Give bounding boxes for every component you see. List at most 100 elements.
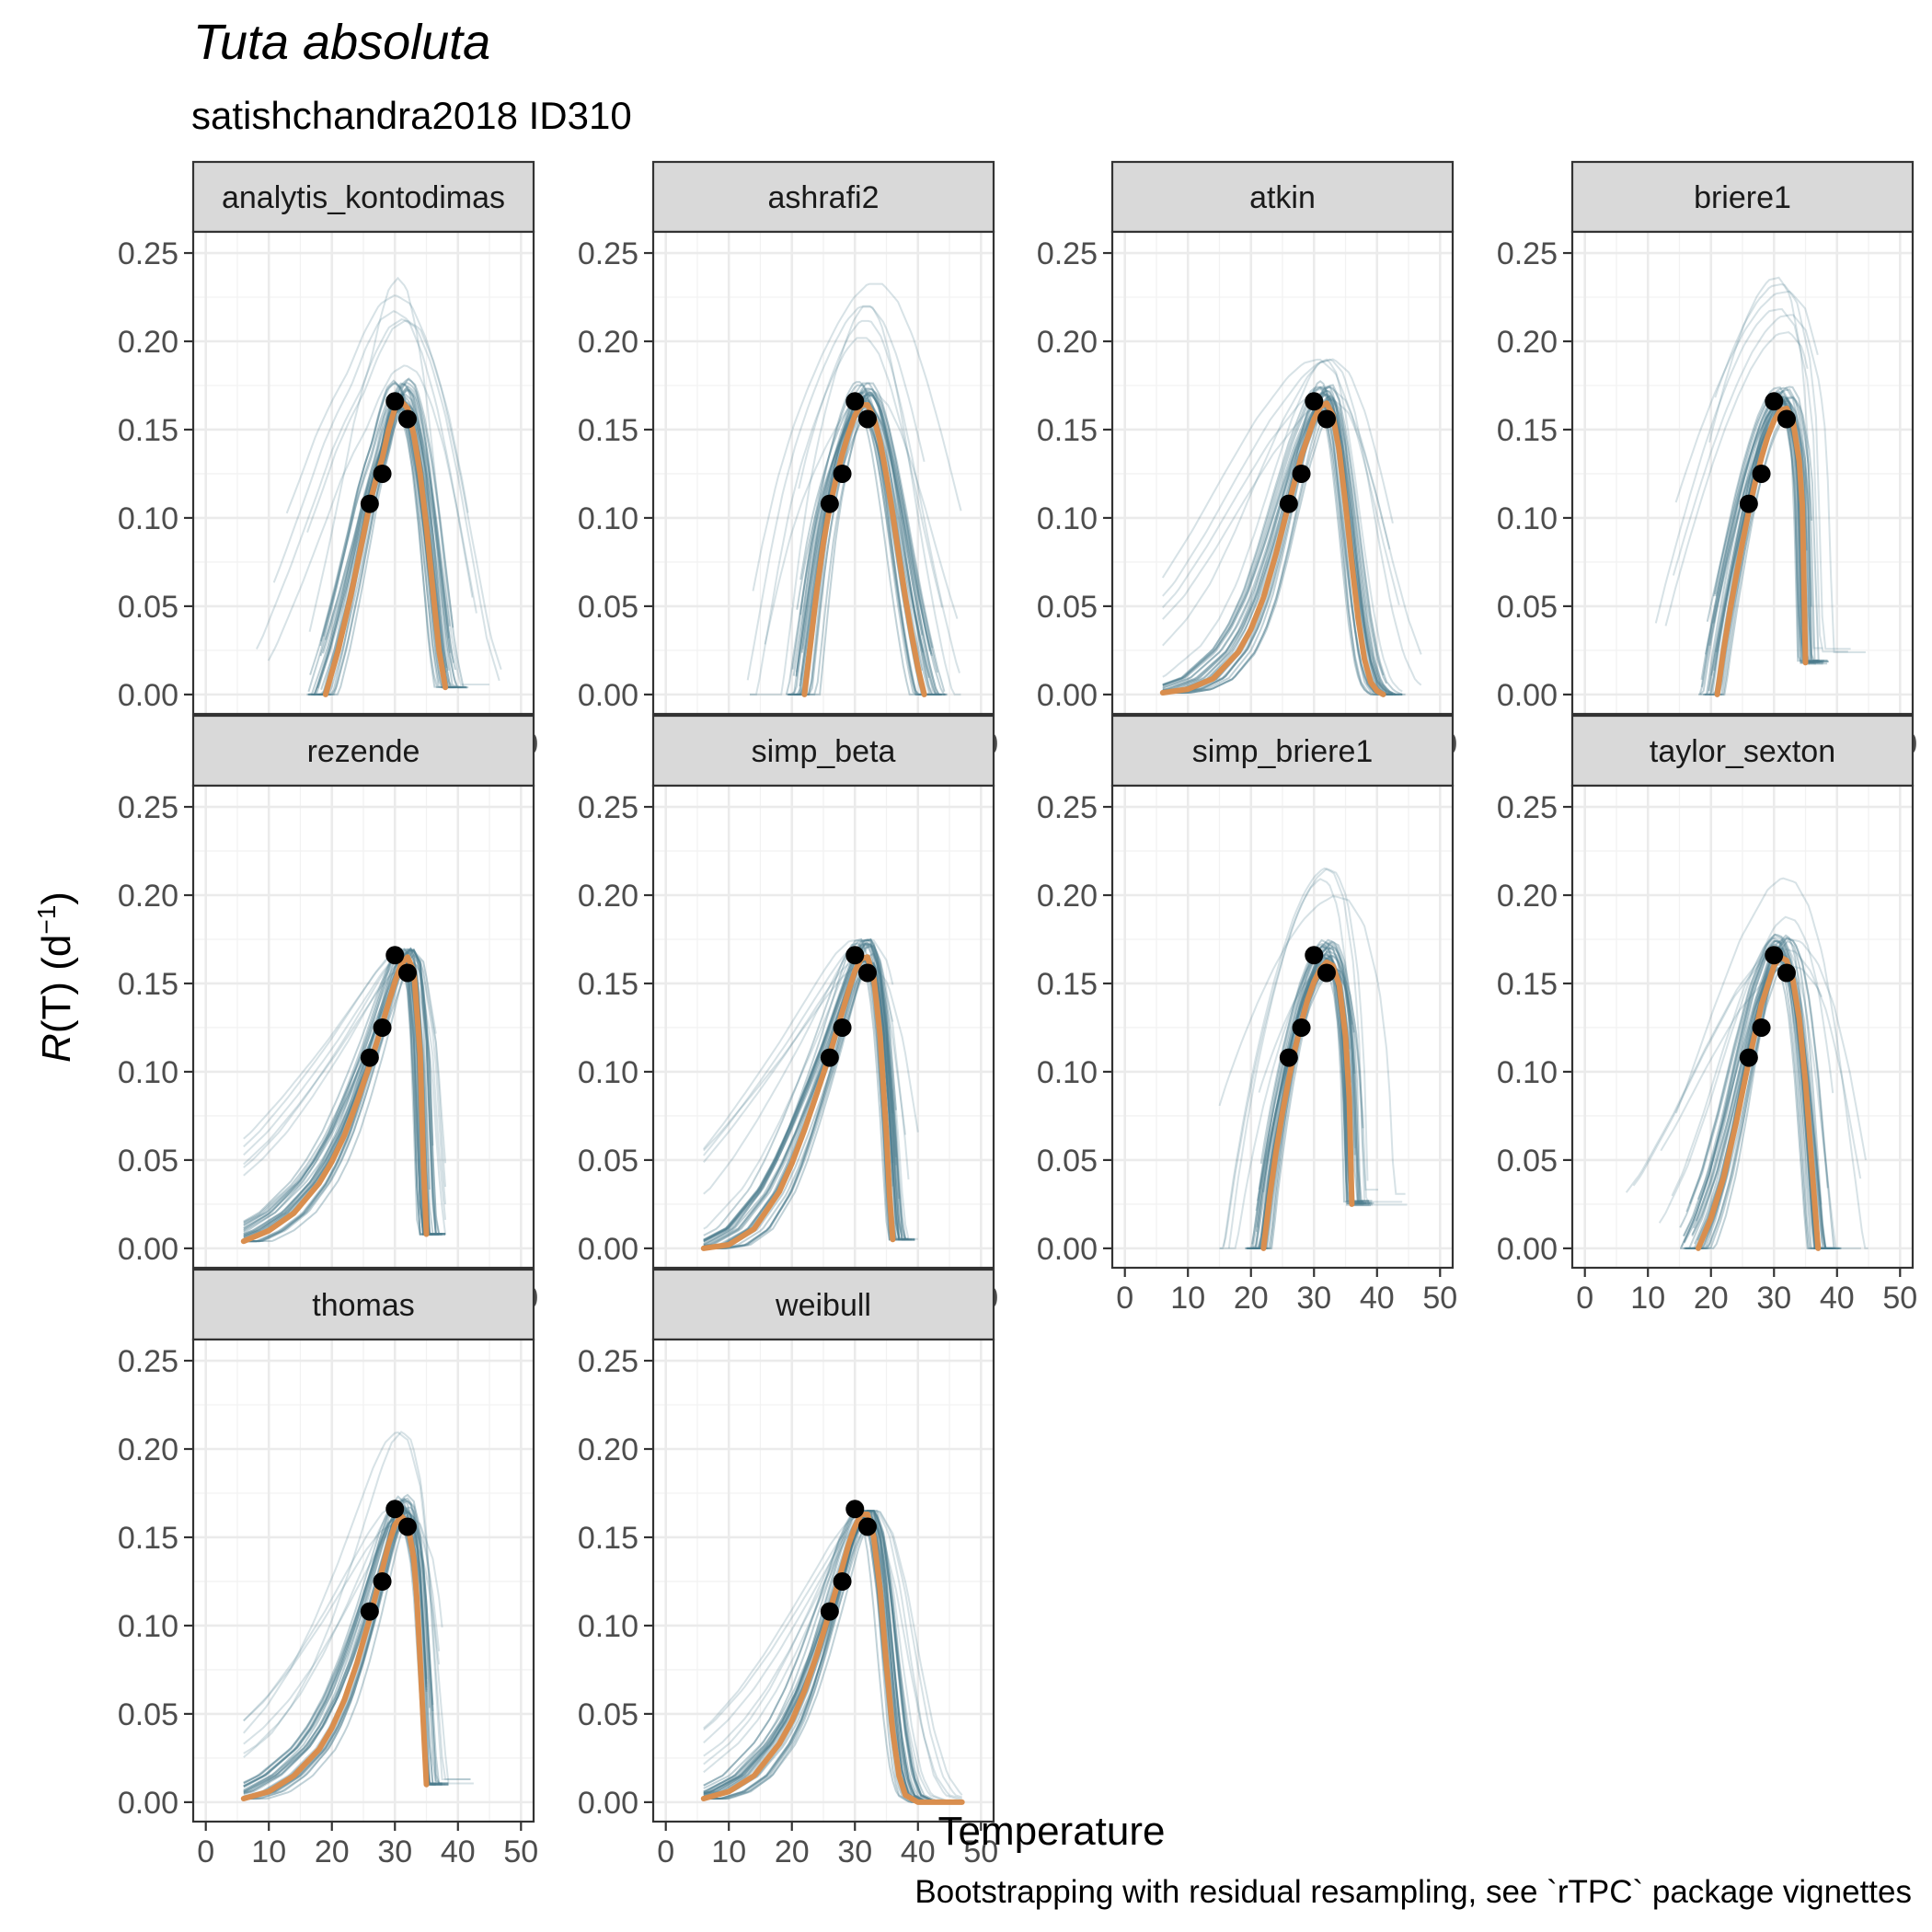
y-tick-label: 0.00 — [118, 678, 178, 713]
y-tick-label: 0.20 — [118, 325, 178, 360]
facet-panel-briere1: briere10.000.050.100.150.200.25010203040… — [1497, 160, 1917, 762]
facet-panel-taylor_sexton: taylor_sexton 0.00 0.05 0.10 0.15 0.20 0.25 0 10… — [1497, 714, 1917, 1316]
bootstrap-curve — [703, 1510, 962, 1799]
bootstrap-curve — [1162, 407, 1384, 696]
y-tick-label: 0.05 — [1497, 1144, 1558, 1179]
y-tick-label: 0.10 — [118, 1609, 178, 1644]
bootstrap-curve — [243, 1513, 443, 1788]
x-axis-label: Temperature — [937, 1809, 1165, 1854]
y-tick-label: 0.00 — [1037, 1232, 1098, 1267]
data-point — [1765, 946, 1784, 965]
y-axis-label-sup: −1 — [32, 905, 61, 935]
data-point — [1279, 494, 1298, 513]
data-point — [360, 1602, 379, 1621]
bootstrap-curve — [703, 943, 909, 1244]
bootstrap-curve — [703, 945, 901, 1242]
bootstrap-curve — [243, 949, 446, 1236]
bootstrap-curve — [703, 960, 915, 1249]
y-tick-label: 0.25 — [118, 790, 178, 825]
y-tick-label: 0.15 — [1037, 967, 1098, 1002]
bootstrap-curve — [1664, 331, 1809, 627]
bootstrap-curve — [789, 391, 941, 696]
x-tick-label: 30 — [1756, 1281, 1791, 1316]
facet-strip — [1570, 714, 1915, 788]
bootstrap-curve — [1693, 954, 1824, 1249]
bootstrap-curve — [243, 948, 447, 1188]
bootstrap-curve — [703, 938, 906, 1243]
bootstrap-curve — [795, 406, 933, 677]
bootstrap-curve — [243, 948, 437, 1156]
bootstrap-curve — [1700, 386, 1828, 680]
y-tick-label: 0.05 — [1037, 590, 1098, 625]
facet-strip-label: weibull — [775, 1288, 871, 1323]
y-axis-label: R(T) (d−1) — [32, 891, 79, 1063]
bootstrap-curve — [243, 948, 427, 1242]
data-point — [1739, 494, 1758, 513]
y-tick-label: 0.00 — [118, 1232, 178, 1267]
x-tick-label: 30 — [377, 1834, 412, 1869]
bootstrap-curve — [306, 319, 469, 533]
data-point — [833, 1018, 852, 1037]
data-point — [385, 1500, 405, 1519]
data-point — [1752, 464, 1771, 483]
bootstrap-curve — [311, 390, 457, 696]
bootstrap-curve — [799, 382, 931, 681]
data-point — [360, 494, 379, 513]
bootstrap-curve — [802, 391, 933, 696]
y-tick-label: 0.20 — [578, 879, 638, 914]
y-tick-label: 0.00 — [578, 1232, 638, 1267]
bootstrap-curve — [703, 942, 894, 1239]
facet-panel-ashrafi2: ashrafi20.000.050.100.150.200.2501020304… — [578, 160, 998, 762]
data-point — [820, 1602, 839, 1621]
bootstrap-curve — [703, 937, 900, 1247]
bootstrap-curve — [1251, 938, 1369, 1245]
facet-grid: analytis_kontodimas 0.00 0.05 0.10 0.15 0.20 0… — [118, 160, 1917, 1869]
y-tick-label: 0.10 — [578, 1609, 638, 1644]
chart-subtitle: satishchandra2018 ID310 — [191, 94, 632, 137]
bootstrap-curve — [1227, 878, 1356, 1249]
bootstrap-curve — [1688, 933, 1832, 1249]
bootstrap-curve — [798, 319, 960, 673]
fitted-curve — [700, 1512, 965, 1805]
y-tick-label: 0.00 — [118, 1786, 178, 1821]
x-tick-label: 30 — [1296, 1281, 1331, 1316]
y-tick-label: 0.15 — [1497, 967, 1558, 1002]
bootstrap-curve — [1708, 276, 1823, 650]
bootstrap-curve — [243, 950, 440, 1237]
bootstrap-curve — [1162, 358, 1422, 686]
y-tick-label: 0.25 — [1037, 790, 1098, 825]
bootstrap-curve — [308, 276, 489, 685]
x-tick-label: 0 — [657, 1834, 674, 1869]
bootstrap-curve — [750, 337, 943, 696]
bootstrap-curve — [1256, 950, 1363, 1203]
y-tick-label: 0.10 — [578, 1055, 638, 1090]
bootstrap-curves — [256, 276, 502, 696]
bootstrap-curve — [792, 387, 934, 676]
data-point — [385, 392, 405, 411]
x-tick-label: 20 — [1694, 1281, 1729, 1316]
y-tick-label: 0.25 — [1037, 236, 1098, 271]
bootstrap-curve — [243, 1431, 471, 1780]
data-point — [845, 392, 865, 411]
x-tick-label: 20 — [1234, 1281, 1269, 1316]
bootstrap-curve — [703, 959, 915, 1242]
bootstrap-curve — [319, 393, 451, 657]
bootstrap-curve — [243, 1505, 443, 1795]
y-tick-label: 0.05 — [578, 1697, 638, 1732]
y-tick-label: 0.25 — [578, 1344, 638, 1379]
data-point — [373, 1571, 392, 1591]
bootstrap-curve — [703, 952, 912, 1249]
data-point — [1305, 946, 1324, 965]
bootstrap-curve — [285, 294, 502, 671]
y-axis-label-italic: R — [34, 1033, 79, 1063]
bootstrap-curve — [1625, 937, 1867, 1193]
x-tick-label: 50 — [1882, 1281, 1917, 1316]
bootstrap-curve — [1674, 290, 1819, 503]
bootstrap-curve — [1255, 967, 1364, 1249]
bootstrap-curve — [703, 1510, 962, 1803]
bootstrap-curve — [1712, 399, 1812, 624]
x-tick-label: 0 — [1116, 1281, 1133, 1316]
bootstrap-curve — [306, 407, 449, 696]
facet-panel-simp_beta: simp_beta0.000.050.100.150.200.250102030… — [578, 714, 998, 1316]
